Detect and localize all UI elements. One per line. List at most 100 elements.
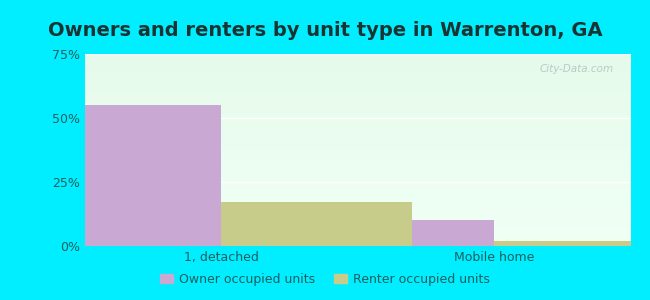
Bar [84,196,630,198]
Bar [84,127,630,129]
Bar [84,160,630,161]
Bar [84,173,630,175]
Bar [84,164,630,165]
Bar [84,223,630,225]
Bar [84,183,630,184]
Bar [84,142,630,144]
Bar [84,131,630,133]
Bar [84,91,630,92]
Bar [84,112,630,113]
Bar [84,167,630,169]
Bar [84,144,630,146]
Bar [84,71,630,73]
Bar [84,152,630,154]
Bar [84,215,630,217]
Bar [84,217,630,219]
Bar [84,62,630,64]
Bar [84,139,630,140]
Bar [84,146,630,148]
Bar [84,169,630,171]
Legend: Owner occupied units, Renter occupied units: Owner occupied units, Renter occupied un… [155,268,495,291]
Bar [84,179,630,181]
Bar [84,73,630,75]
Bar [84,98,630,100]
Bar [84,117,630,119]
Bar [84,156,630,158]
Bar [84,219,630,221]
Bar [84,129,630,131]
Text: City-Data.com: City-Data.com [540,64,614,74]
Bar [84,119,630,121]
Bar [84,190,630,192]
Bar [494,241,650,246]
Text: Owners and renters by unit type in Warrenton, GA: Owners and renters by unit type in Warre… [47,21,603,40]
Bar [84,188,630,190]
Bar [84,77,630,79]
Bar [84,94,630,96]
Bar [84,69,630,71]
Bar [84,68,630,69]
Bar [84,54,630,56]
Bar [84,83,630,85]
Bar [84,232,630,235]
Bar [84,194,630,196]
Bar [84,56,630,58]
Bar [84,204,630,206]
Bar [84,208,630,209]
Bar [84,121,630,123]
Bar [84,158,630,160]
Bar [84,221,630,223]
Bar [84,229,630,231]
Bar [84,125,630,127]
Bar [84,202,630,204]
Bar [84,65,630,68]
Bar [84,123,630,125]
Bar [84,213,630,215]
Bar [84,177,630,179]
Bar [84,227,630,229]
Bar [84,225,630,227]
Bar [84,244,630,246]
Bar [84,242,630,244]
Bar [84,200,630,202]
Bar [84,150,630,152]
Bar [84,113,630,116]
Bar [84,133,630,135]
Bar [84,96,630,98]
Bar [84,64,630,65]
Bar [84,87,630,88]
Bar [84,198,630,200]
Bar [84,140,630,142]
Bar [221,202,412,246]
Bar [84,206,630,208]
Bar [84,231,630,233]
Bar [84,209,630,211]
Bar [84,79,630,81]
Bar [84,88,630,91]
Bar [84,171,630,173]
Bar [84,58,630,60]
Bar [303,220,494,246]
Bar [84,106,630,108]
Bar [84,108,630,110]
Bar [84,116,630,117]
Bar [84,165,630,167]
Bar [84,92,630,94]
Bar [84,240,630,242]
Bar [84,238,630,240]
Bar [84,154,630,156]
Bar [84,136,630,139]
Bar [84,81,630,83]
Bar [84,175,630,177]
Bar [84,236,630,238]
Bar [84,212,630,213]
Bar [84,235,630,236]
Bar [30,105,221,246]
Bar [84,102,630,104]
Bar [84,75,630,77]
Bar [84,181,630,183]
Bar [84,60,630,62]
Bar [84,104,630,106]
Bar [84,187,630,188]
Bar [84,85,630,87]
